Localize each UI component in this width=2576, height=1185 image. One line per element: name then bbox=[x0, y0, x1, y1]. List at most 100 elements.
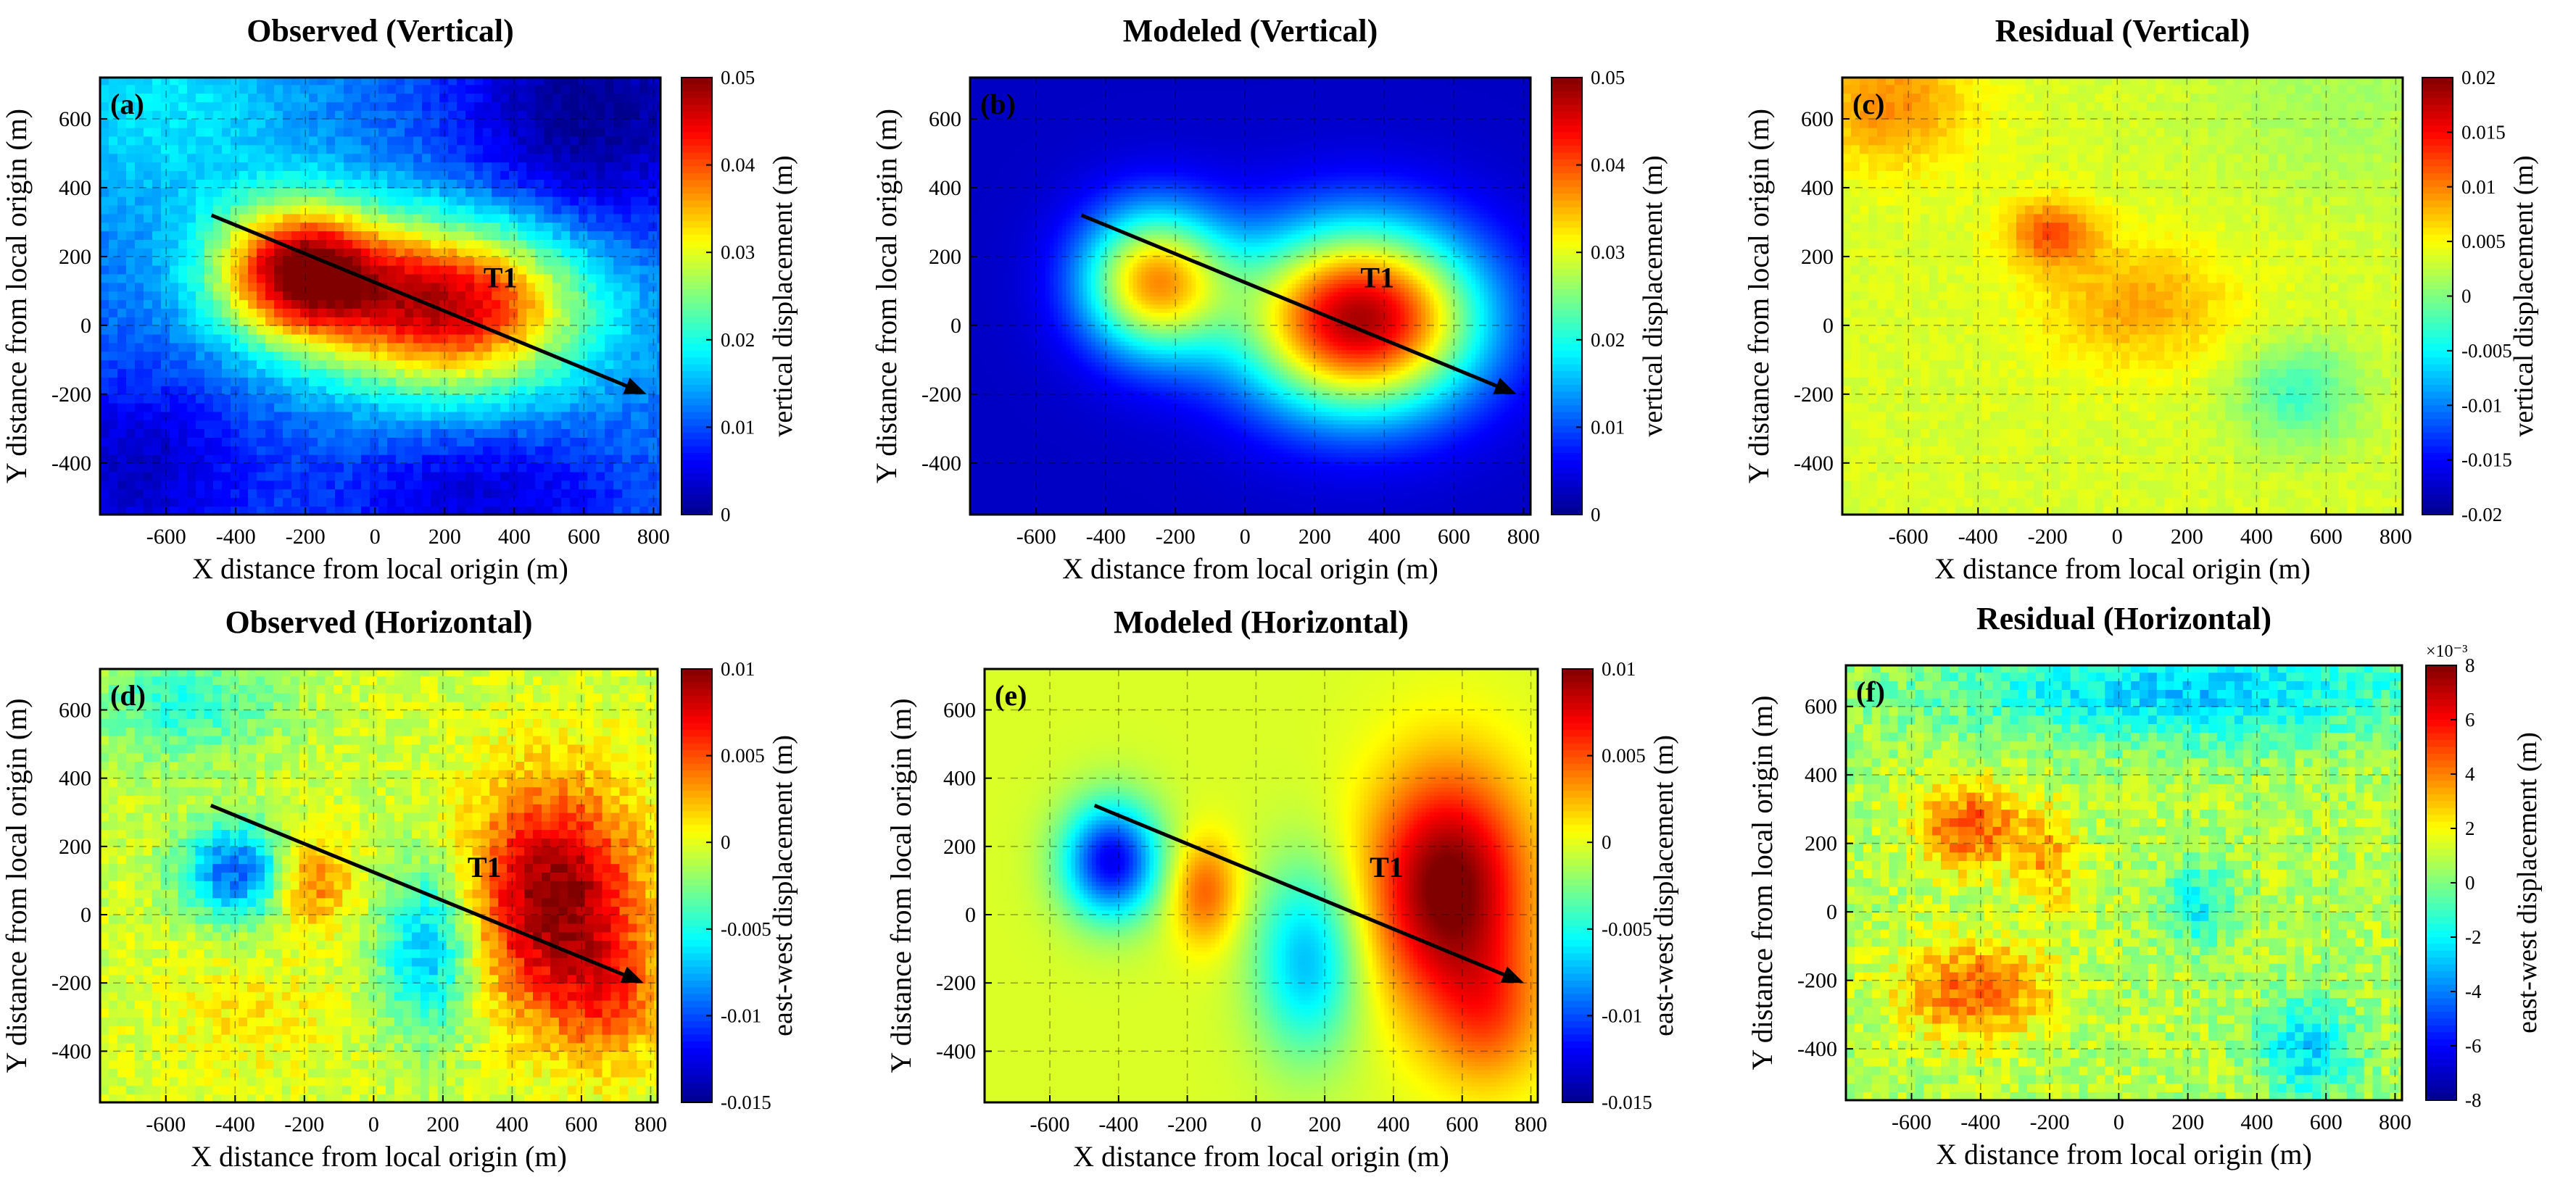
heatmap-cell bbox=[274, 454, 283, 464]
heatmap-cell bbox=[378, 110, 388, 120]
heatmap-cell bbox=[1317, 486, 1322, 491]
heatmap-cell bbox=[1120, 477, 1125, 483]
heatmap-cell bbox=[422, 471, 431, 481]
heatmap-cell bbox=[587, 273, 597, 283]
heatmap-cell bbox=[1220, 489, 1226, 495]
heatmap-cell bbox=[457, 368, 466, 378]
heatmap-cell bbox=[274, 144, 283, 154]
heatmap-cell bbox=[178, 170, 188, 180]
heatmap-cell bbox=[492, 187, 501, 197]
heatmap-cell bbox=[387, 471, 397, 481]
heatmap-cell bbox=[1125, 481, 1130, 486]
heatmap-cell bbox=[596, 506, 605, 515]
heatmap-cell bbox=[283, 359, 292, 369]
heatmap-cell bbox=[309, 446, 318, 455]
heatmap-cell bbox=[439, 377, 449, 386]
heatmap-cell bbox=[1341, 473, 1347, 478]
heatmap-cell bbox=[109, 411, 118, 421]
heatmap-cell bbox=[1225, 489, 1230, 495]
heatmap-cell bbox=[387, 420, 397, 430]
heatmap-cell bbox=[1108, 477, 1113, 483]
heatmap-cell bbox=[978, 469, 984, 474]
heatmap-cell bbox=[1270, 477, 1276, 483]
heatmap-cell bbox=[117, 359, 127, 369]
heatmap-cell bbox=[370, 480, 379, 490]
heatmap-cell bbox=[1488, 486, 1493, 491]
heatmap-cell bbox=[457, 239, 466, 249]
heatmap-cell bbox=[1170, 498, 1176, 503]
heatmap-cell bbox=[387, 497, 397, 507]
heatmap-cell bbox=[457, 394, 466, 404]
heatmap-cell bbox=[1496, 510, 1502, 515]
heatmap-cell bbox=[474, 179, 484, 188]
heatmap-cell bbox=[526, 428, 536, 438]
heatmap-cell bbox=[213, 480, 223, 490]
heatmap-cell bbox=[405, 230, 414, 240]
heatmap-cell bbox=[422, 377, 431, 386]
heatmap-cell bbox=[622, 110, 631, 120]
heatmap-cell bbox=[622, 265, 631, 275]
heatmap-cell bbox=[1091, 502, 1096, 507]
heatmap-cell bbox=[657, 471, 660, 481]
heatmap-cell bbox=[109, 308, 118, 317]
heatmap-cell bbox=[1166, 473, 1172, 478]
heatmap-cell bbox=[265, 248, 275, 257]
heatmap-cell bbox=[283, 317, 292, 326]
heatmap-cell bbox=[1074, 473, 1080, 478]
heatmap-cell bbox=[318, 153, 327, 163]
heatmap-cell bbox=[1166, 498, 1172, 503]
heatmap-cell bbox=[457, 213, 466, 223]
heatmap-cell bbox=[648, 497, 658, 507]
heatmap-cell bbox=[448, 428, 457, 438]
heatmap-cell bbox=[117, 144, 127, 154]
heatmap-cell bbox=[318, 368, 327, 378]
heatmap-cell bbox=[239, 84, 249, 94]
heatmap-cell bbox=[335, 93, 344, 103]
heatmap-cell bbox=[152, 420, 162, 430]
heatmap-cell bbox=[1141, 489, 1146, 495]
heatmap-cell bbox=[990, 506, 996, 512]
heatmap-cell bbox=[396, 153, 405, 163]
heatmap-cell bbox=[405, 127, 414, 137]
heatmap-cell bbox=[274, 385, 283, 395]
heatmap-cell bbox=[370, 239, 379, 249]
heatmap-cell bbox=[1007, 469, 1013, 474]
heatmap-cell bbox=[1504, 486, 1510, 491]
heatmap-cell bbox=[309, 144, 318, 154]
heatmap-cell bbox=[483, 351, 492, 361]
heatmap-cell bbox=[248, 127, 257, 137]
heatmap-cell bbox=[248, 317, 257, 326]
heatmap-cell bbox=[1283, 477, 1288, 483]
heatmap-cell bbox=[387, 351, 397, 361]
heatmap-cell bbox=[1279, 477, 1284, 483]
heatmap-cell bbox=[1500, 469, 1506, 474]
heatmap-cell bbox=[335, 480, 344, 490]
heatmap-cell bbox=[335, 196, 344, 206]
heatmap-cell bbox=[161, 497, 170, 507]
heatmap-cell bbox=[1496, 477, 1502, 483]
heatmap-cell bbox=[196, 351, 205, 361]
heatmap-cell bbox=[326, 428, 336, 438]
heatmap-cell bbox=[1166, 469, 1172, 474]
heatmap-cell bbox=[170, 488, 179, 499]
heatmap-cell bbox=[1087, 469, 1092, 474]
heatmap-cell bbox=[344, 93, 353, 103]
heatmap-cell bbox=[587, 136, 597, 146]
heatmap-cell bbox=[1412, 489, 1418, 495]
heatmap-cell bbox=[213, 420, 223, 430]
heatmap-cell bbox=[1187, 502, 1193, 507]
heatmap-cell bbox=[1467, 486, 1473, 491]
heatmap-cell bbox=[300, 196, 310, 206]
heatmap-cell bbox=[474, 187, 484, 197]
heatmap-cell bbox=[352, 127, 362, 137]
heatmap-cell bbox=[561, 471, 571, 481]
heatmap-cell bbox=[387, 84, 397, 94]
heatmap-cell bbox=[457, 153, 466, 163]
heatmap-cell bbox=[1020, 486, 1025, 491]
heatmap-cell bbox=[631, 170, 640, 180]
heatmap-cell bbox=[361, 299, 370, 309]
heatmap-cell bbox=[448, 119, 457, 128]
heatmap-cell bbox=[1233, 494, 1238, 499]
heatmap-cell bbox=[196, 222, 205, 232]
heatmap-cell bbox=[187, 110, 196, 120]
